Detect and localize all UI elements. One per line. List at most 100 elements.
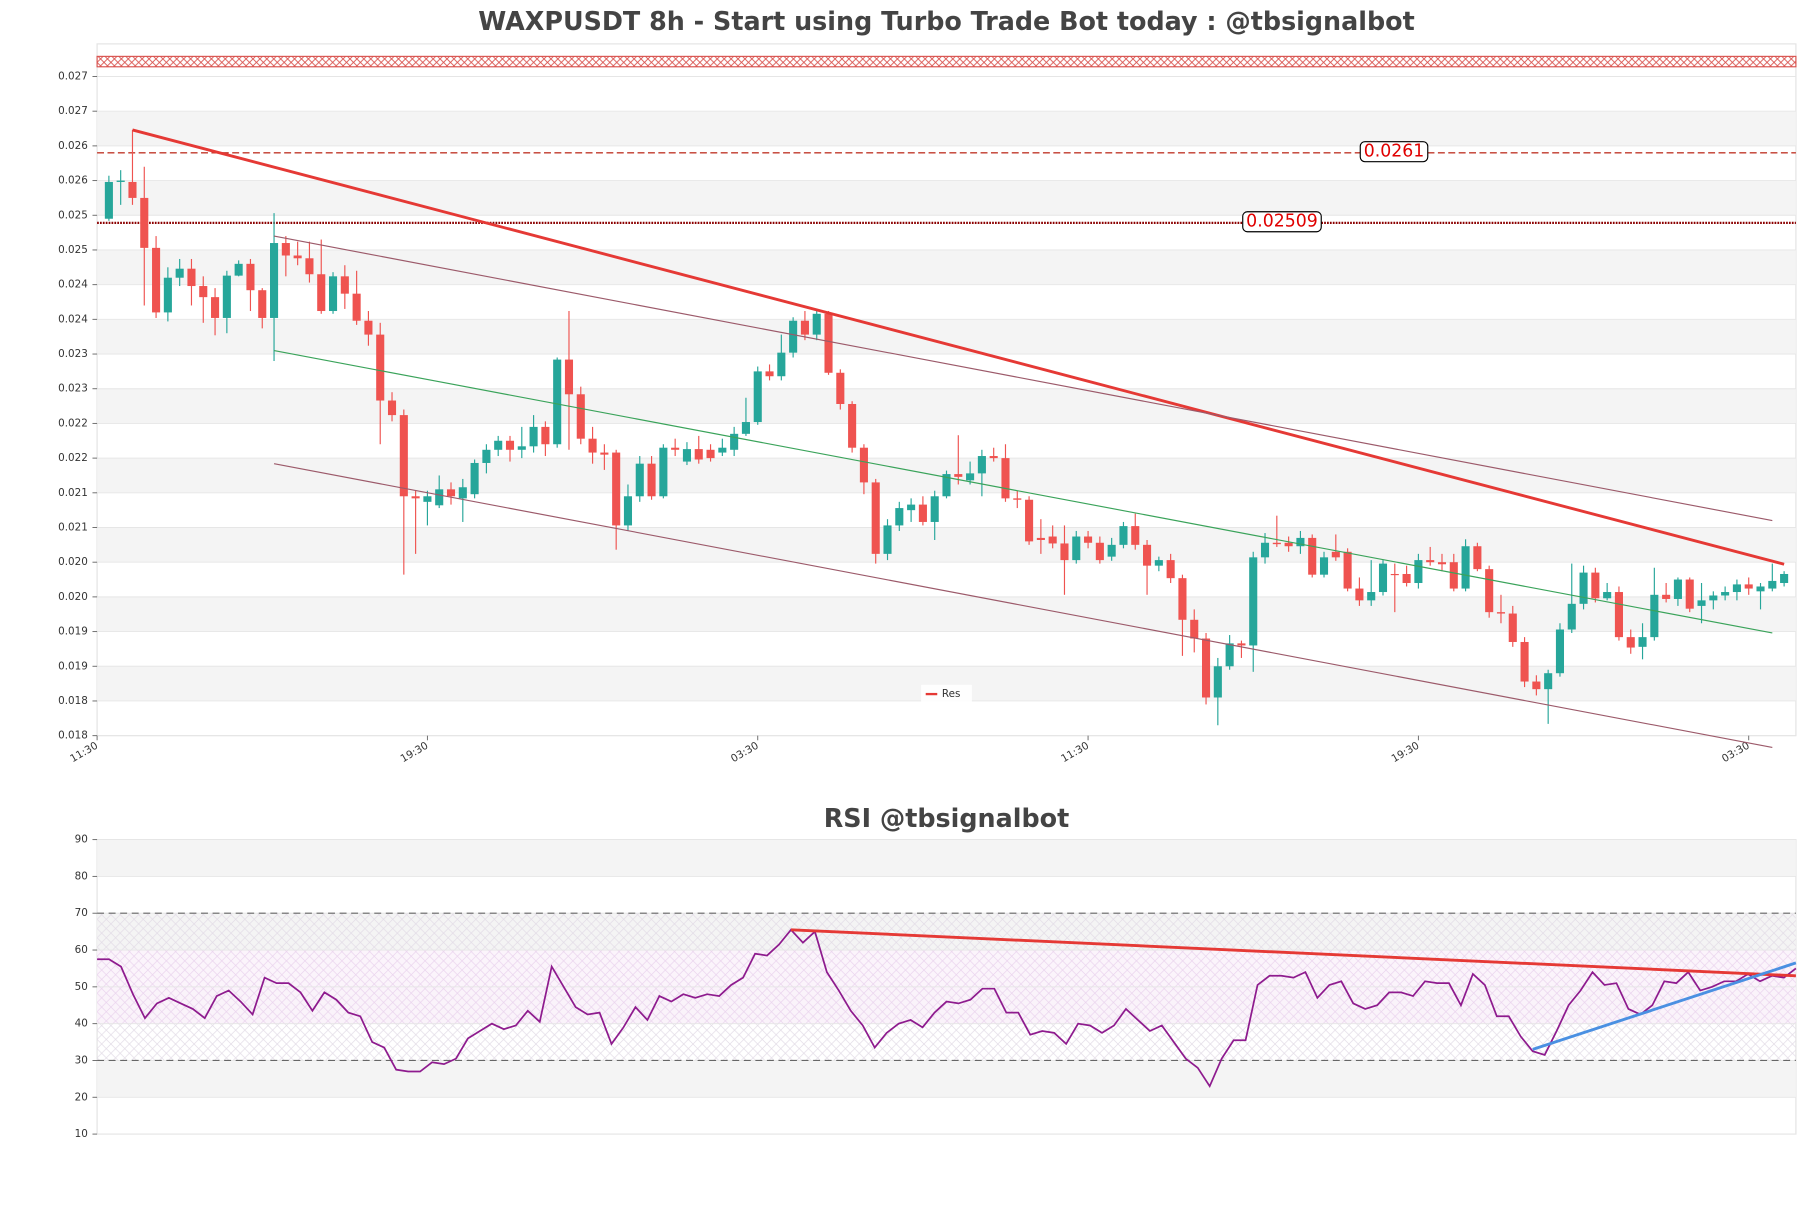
candle-body bbox=[446, 489, 456, 497]
candle-body bbox=[1284, 542, 1293, 547]
candle-body bbox=[1662, 594, 1671, 599]
candle-body bbox=[128, 181, 137, 198]
candle-body bbox=[576, 394, 585, 439]
candle-body bbox=[588, 438, 597, 453]
candle-body bbox=[800, 320, 809, 335]
candle-body bbox=[635, 463, 644, 497]
y-tick-label: 0.026 bbox=[58, 175, 88, 187]
candle-body bbox=[305, 258, 314, 275]
y-tick-label: 0.023 bbox=[58, 383, 88, 395]
y-tick-label: 0.027 bbox=[58, 70, 88, 82]
candle-body bbox=[1367, 592, 1376, 601]
grid-band bbox=[97, 180, 1796, 216]
candle-body bbox=[352, 293, 361, 321]
y-tick-label: 70 bbox=[75, 907, 88, 919]
candle-body bbox=[494, 440, 503, 450]
candle-body bbox=[1107, 544, 1116, 557]
y-tick-label: 40 bbox=[75, 1018, 88, 1030]
candle-body bbox=[376, 334, 385, 401]
candle-body bbox=[1084, 536, 1093, 543]
candle-body bbox=[1343, 551, 1352, 589]
candle-body bbox=[1721, 592, 1730, 596]
candle-body bbox=[871, 482, 880, 554]
rsi-line bbox=[97, 928, 1797, 1089]
candle-body bbox=[1567, 603, 1576, 630]
candle-body bbox=[1485, 569, 1494, 613]
candle-body bbox=[824, 313, 833, 373]
candle-body bbox=[1308, 537, 1317, 575]
candle-body bbox=[954, 474, 963, 477]
candle-body bbox=[1178, 578, 1187, 620]
y-tick-label: 0.021 bbox=[58, 487, 88, 499]
candle-body bbox=[1390, 573, 1399, 576]
y-tick-label: 80 bbox=[75, 870, 88, 882]
candle-body bbox=[1685, 579, 1694, 609]
candle-body bbox=[1237, 643, 1246, 646]
candle-body bbox=[1414, 560, 1423, 584]
x-tick-label: 11:30 bbox=[1059, 740, 1091, 765]
candle-body bbox=[458, 487, 467, 499]
candle-body bbox=[741, 422, 750, 434]
candle-body bbox=[848, 403, 857, 448]
trend-line bbox=[790, 928, 1796, 978]
candle-body bbox=[647, 463, 656, 497]
trend-line bbox=[132, 128, 1785, 566]
candle-body bbox=[364, 320, 373, 335]
y-tick-label: 30 bbox=[75, 1054, 88, 1066]
candle-body bbox=[328, 276, 338, 312]
candle-body bbox=[482, 449, 491, 463]
candle-body bbox=[1603, 592, 1612, 599]
y-tick-label: 20 bbox=[75, 1091, 88, 1103]
candle-body bbox=[1579, 572, 1588, 604]
candle-body bbox=[1402, 573, 1411, 584]
candle-body bbox=[1437, 562, 1447, 565]
candle-body bbox=[435, 489, 444, 506]
candle-body bbox=[1013, 498, 1022, 500]
x-tick-label: 11:30 bbox=[68, 740, 100, 765]
candle-body bbox=[1544, 673, 1553, 690]
candle-body bbox=[1355, 588, 1364, 601]
candle-body bbox=[1520, 641, 1529, 682]
candle-body bbox=[222, 275, 231, 318]
candle-body bbox=[317, 274, 326, 312]
y-tick-label: 0.022 bbox=[58, 452, 88, 464]
candle-body bbox=[541, 426, 550, 445]
candle-body bbox=[281, 243, 290, 256]
candle-body bbox=[777, 352, 786, 377]
x-tick-label: 19:30 bbox=[1389, 740, 1421, 765]
trend-line bbox=[273, 463, 1773, 749]
y-tick-label: 90 bbox=[75, 834, 88, 846]
y-tick-label: 0.022 bbox=[58, 417, 88, 429]
candle-body bbox=[104, 181, 113, 219]
candle-body bbox=[1768, 580, 1777, 589]
candle-body bbox=[199, 286, 208, 298]
candle-body bbox=[612, 452, 621, 526]
candle-body bbox=[1744, 584, 1753, 589]
candle-body bbox=[1449, 562, 1458, 589]
candle-body bbox=[270, 243, 279, 318]
candle-body bbox=[1249, 557, 1258, 646]
grid-band bbox=[97, 527, 1796, 563]
candle-body bbox=[1591, 572, 1600, 599]
y-tick-label: 0.020 bbox=[58, 556, 88, 568]
trend-line bbox=[1532, 961, 1797, 1051]
y-tick-label: 0.025 bbox=[58, 209, 88, 221]
candle-body bbox=[1225, 643, 1234, 667]
x-tick-label: 19:30 bbox=[399, 740, 431, 765]
candle-body bbox=[1697, 600, 1706, 606]
candle-body bbox=[399, 415, 408, 497]
candle-body bbox=[789, 320, 798, 353]
candle-body bbox=[234, 263, 243, 276]
candle-body bbox=[187, 268, 196, 287]
level-label-box bbox=[1242, 211, 1322, 233]
candle-body bbox=[682, 449, 691, 462]
candle-body bbox=[1296, 537, 1305, 547]
candle-body bbox=[600, 452, 609, 455]
y-tick-label: 0.024 bbox=[58, 279, 88, 291]
y-tick-label: 0.027 bbox=[58, 105, 88, 117]
candle-body bbox=[1780, 573, 1789, 584]
candle-body bbox=[470, 462, 479, 495]
candle-body bbox=[966, 473, 975, 481]
candle-body bbox=[859, 447, 868, 483]
chart-title: RSI @tbsignalbot bbox=[824, 803, 1070, 833]
